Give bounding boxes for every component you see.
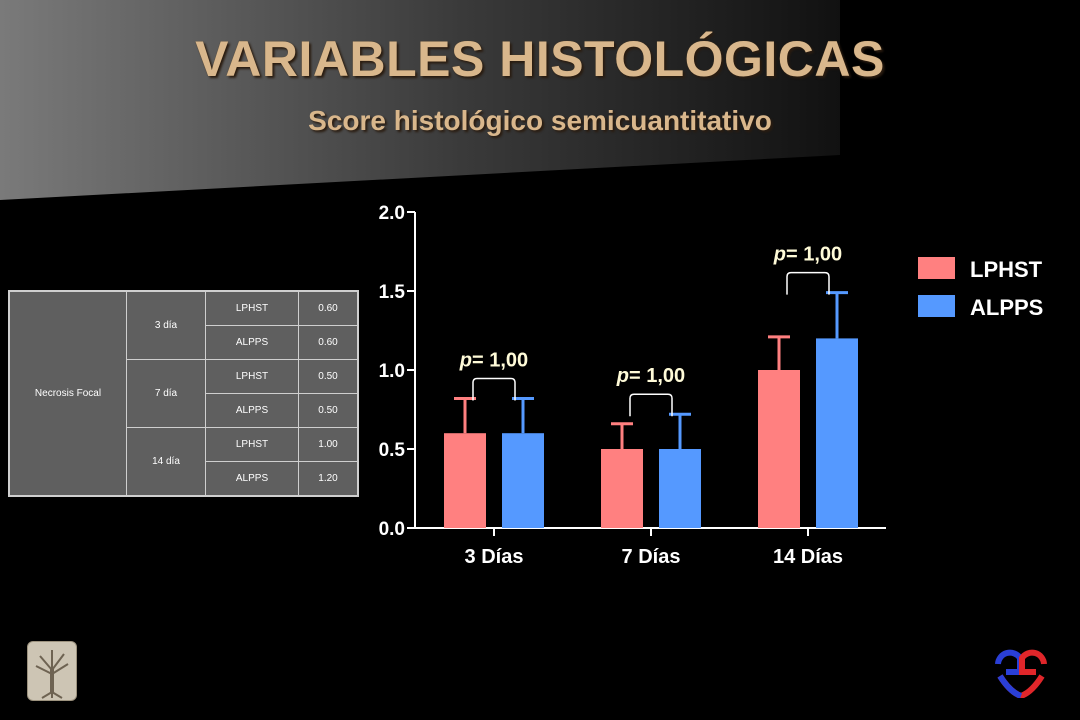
legend-label: LPHST	[970, 257, 1043, 282]
legend-swatch-alpps	[918, 295, 955, 317]
y-tick-label: 1.0	[379, 361, 405, 382]
bar-alpps	[502, 433, 544, 528]
data-table: Necrosis Focal 3 día LPHST 0.60 ALPPS 0.…	[8, 290, 359, 497]
p-symbol: p	[773, 244, 786, 266]
x-tick-label: 14 Días	[773, 546, 843, 568]
significance-bracket	[472, 377, 516, 401]
p-value-label: p= 1,00	[773, 244, 842, 266]
bar-lphst	[444, 433, 486, 528]
table-value: 0.50	[298, 359, 359, 394]
p-value-label: p= 1,00	[459, 349, 528, 371]
bar-lphst	[601, 449, 643, 528]
legend-label: ALPPS	[970, 295, 1043, 320]
table-group: LPHST	[205, 290, 299, 326]
x-tick-label: 7 Días	[622, 546, 681, 568]
p-value: = 1,00	[629, 365, 685, 387]
bar-alpps	[816, 338, 858, 528]
table-group: LPHST	[205, 427, 299, 462]
table-day: 7 día	[126, 359, 206, 428]
bar-alpps	[659, 449, 701, 528]
p-value: = 1,00	[472, 349, 528, 371]
p-symbol: p	[459, 349, 472, 371]
tree-logo-icon	[27, 641, 77, 701]
y-tick-label: 2.0	[379, 203, 405, 224]
bar-lphst	[758, 370, 800, 528]
p-symbol: p	[616, 365, 629, 387]
y-tick-label: 1.5	[379, 282, 406, 303]
page-subtitle: Score histológico semicuantitativo	[308, 105, 772, 136]
table-group: ALPPS	[205, 393, 299, 428]
table-day: 14 día	[126, 427, 206, 497]
p-value: = 1,00	[786, 244, 842, 266]
table-value: 1.20	[298, 461, 359, 497]
significance-bracket	[786, 271, 830, 295]
y-tick-label: 0.0	[379, 519, 405, 540]
x-tick-label: 3 Días	[465, 546, 524, 568]
table-group: ALPPS	[205, 325, 299, 360]
y-tick-label: 0.5	[379, 440, 406, 461]
heart-logo-icon	[995, 649, 1047, 698]
legend-swatch-lphst	[918, 257, 955, 279]
table-group: ALPPS	[205, 461, 299, 497]
table-group: LPHST	[205, 359, 299, 394]
table-value: 1.00	[298, 427, 359, 462]
significance-bracket	[629, 393, 673, 417]
p-value-label: p= 1,00	[616, 365, 685, 387]
table-value: 0.60	[298, 290, 359, 326]
table-value: 0.60	[298, 325, 359, 360]
page-title: VARIABLES HISTOLÓGICAS	[195, 31, 885, 87]
